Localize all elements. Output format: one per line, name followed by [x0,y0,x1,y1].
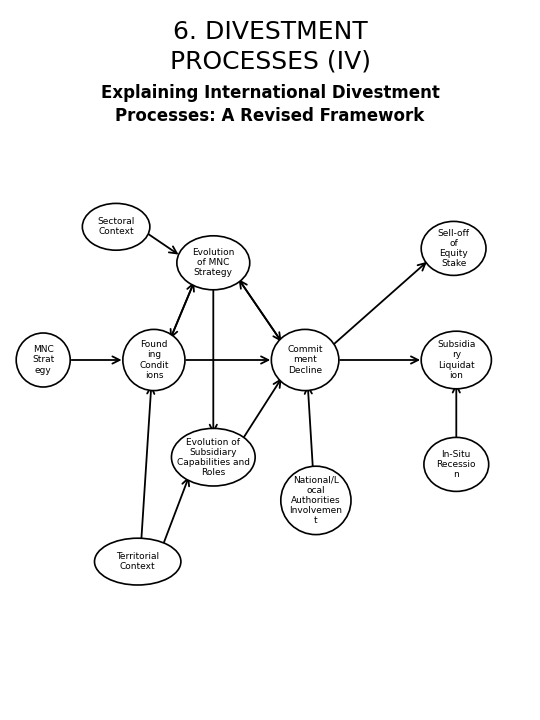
Text: Sell-off
of
Equity
Stake: Sell-off of Equity Stake [437,229,470,268]
Ellipse shape [424,437,489,491]
Ellipse shape [94,539,181,585]
Text: Found
ing
Condit
ions: Found ing Condit ions [139,341,168,379]
Ellipse shape [177,236,249,289]
Ellipse shape [271,329,339,390]
Text: Subsidia
ry
Liquidat
ion: Subsidia ry Liquidat ion [437,341,476,379]
Ellipse shape [16,333,70,387]
Text: In-Situ
Recessio
n: In-Situ Recessio n [436,450,476,479]
Text: MNC
Strat
egy: MNC Strat egy [32,346,55,374]
Text: Territorial
Context: Territorial Context [116,552,159,571]
Ellipse shape [82,203,150,250]
Ellipse shape [172,428,255,486]
Text: Evolution
of MNC
Strategy: Evolution of MNC Strategy [192,248,234,277]
Text: Explaining International Divestment
Processes: A Revised Framework: Explaining International Divestment Proc… [100,84,440,125]
Text: 6. DIVESTMENT
PROCESSES (IV): 6. DIVESTMENT PROCESSES (IV) [170,20,370,73]
Text: Sectoral
Context: Sectoral Context [97,217,135,236]
Text: National/L
ocal
Authorities
Involvemen
t: National/L ocal Authorities Involvemen t [289,476,342,525]
Text: Evolution of
Subsidiary
Capabilities and
Roles: Evolution of Subsidiary Capabilities and… [177,438,250,477]
Ellipse shape [421,222,486,275]
Ellipse shape [421,331,491,389]
Text: Commit
ment
Decline: Commit ment Decline [287,346,323,374]
Ellipse shape [123,329,185,390]
Ellipse shape [281,467,351,534]
